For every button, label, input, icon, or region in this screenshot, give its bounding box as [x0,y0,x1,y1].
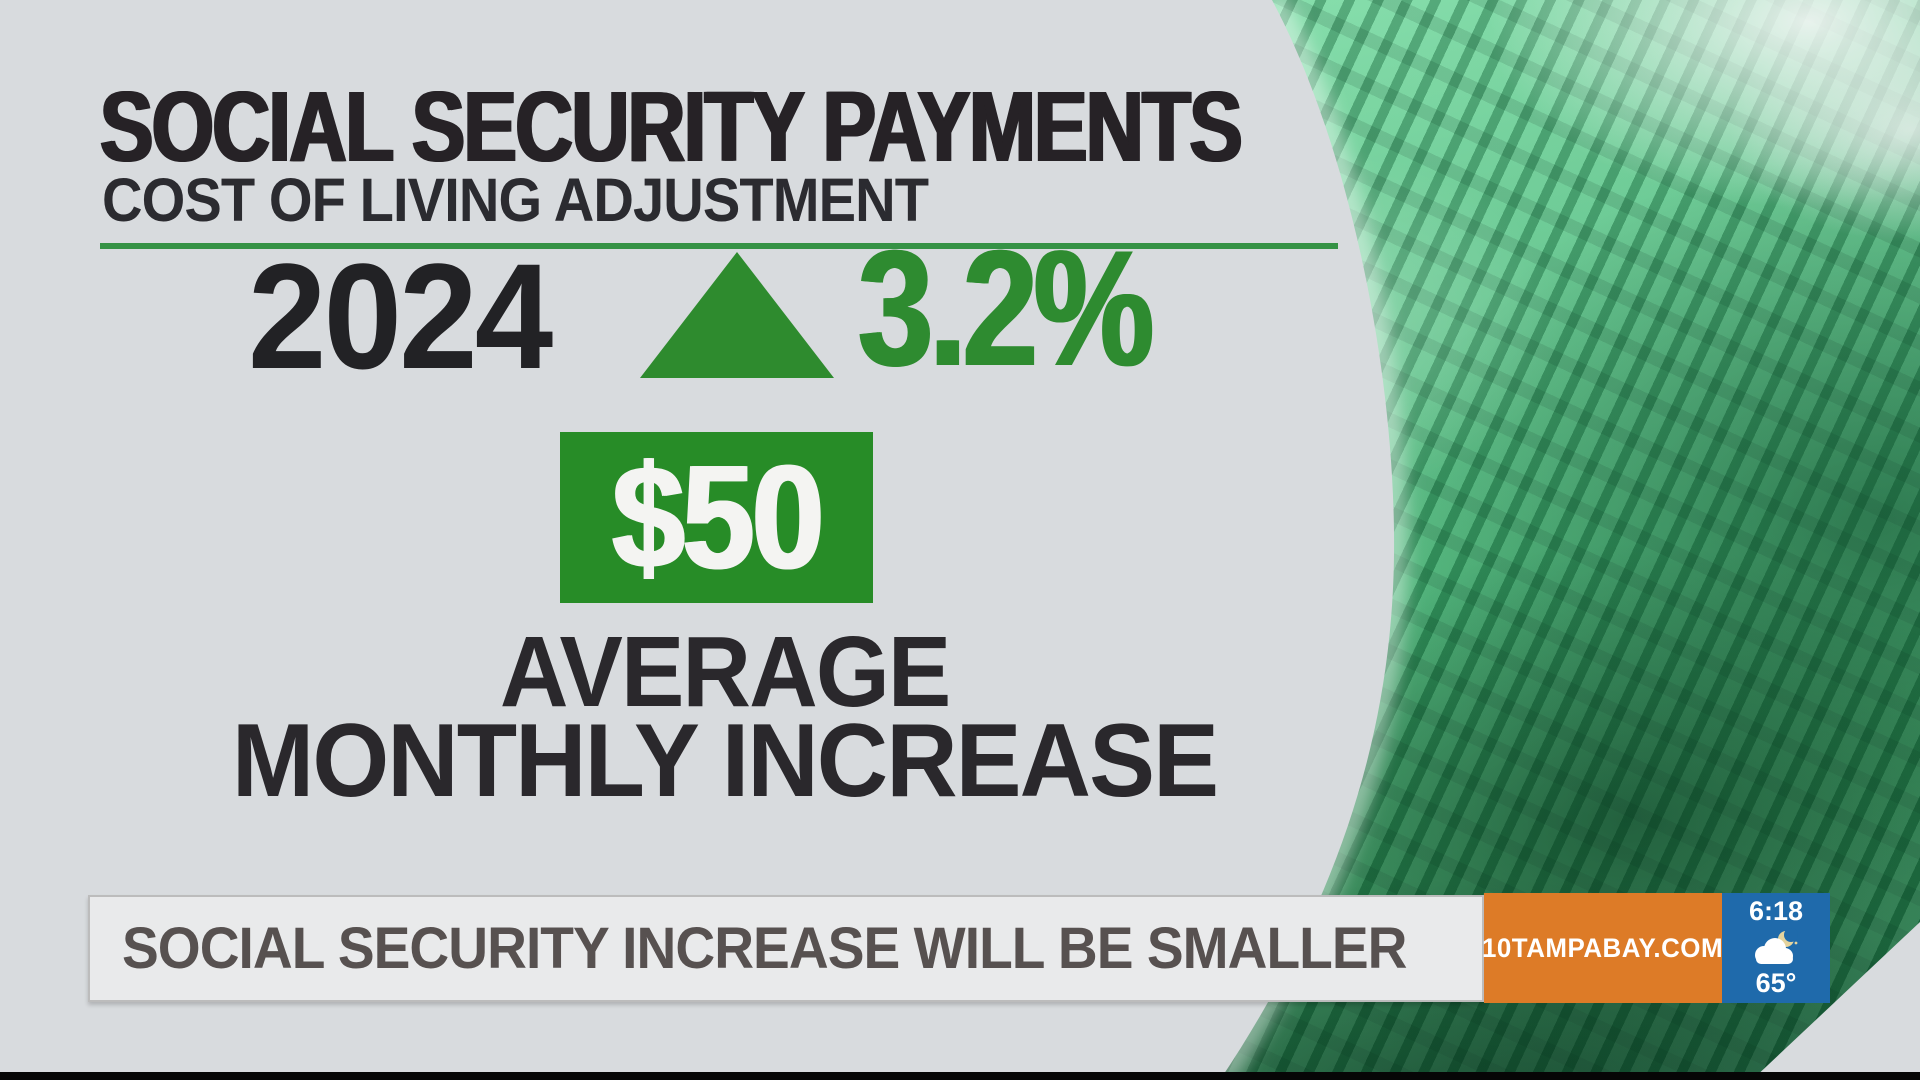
cola-year: 2024 [248,232,553,400]
cloud-moon-icon [1755,927,1798,964]
time-weather-box: 6:18 65° [1722,893,1830,1003]
clock-time: 6:18 [1748,896,1804,926]
amount-highlight-box: $50 [560,432,873,603]
cola-percent: 3.2% [858,216,1154,400]
up-triangle-icon [640,252,834,378]
letterbox-bar [0,1072,1920,1080]
green-divider [100,243,1338,249]
amount-label-line2: MONTHLY INCREASE [232,703,1219,819]
amount-label-line1: AVERAGE [500,616,951,728]
station-website-box: 10TAMPABAY.COM [1482,893,1724,1003]
amount-value: $50 [611,434,824,600]
page-subtitle: COST OF LIVING ADJUSTMENT [102,166,929,234]
station-website: 10TAMPABAY.COM [1482,932,1724,963]
corner-wedge [1752,922,1920,1080]
ticker-banner: SOCIAL SECURITY INCREASE WILL BE SMALLER [88,895,1484,1002]
temperature: 65° [1755,968,1797,998]
page-title: SOCIAL SECURITY PAYMENTS [100,71,1243,183]
ticker-headline: SOCIAL SECURITY INCREASE WILL BE SMALLER [122,915,1407,981]
